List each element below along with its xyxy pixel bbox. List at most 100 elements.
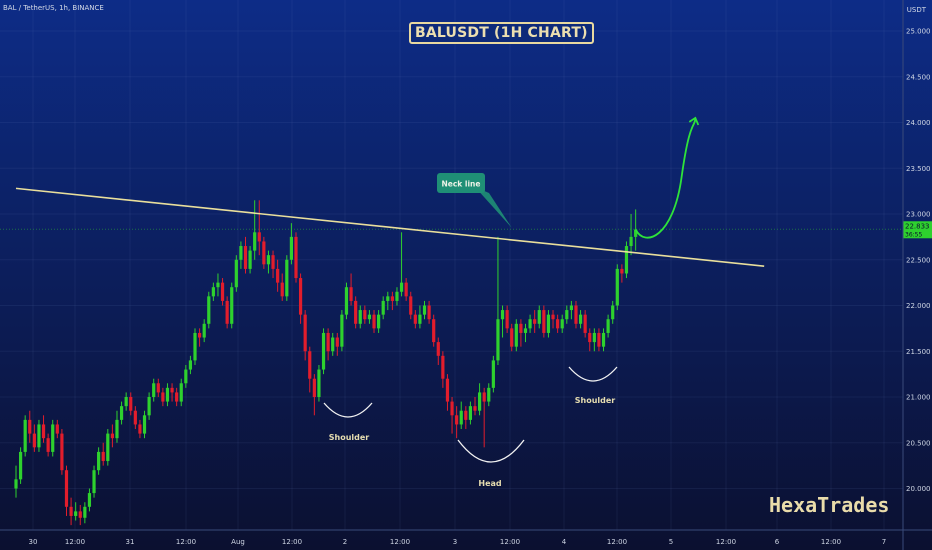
candle-body [37,424,41,448]
candle-body [487,387,491,402]
x-tick-label: 7 [882,538,886,546]
candle-body [262,241,266,265]
candle-body [14,479,18,489]
candle-body [606,319,610,333]
x-tick-label: Aug [231,538,245,546]
candle-body [455,415,459,425]
candle-body [386,296,390,301]
candle-body [165,387,170,402]
candle-body [129,397,133,411]
candle-body [335,337,339,347]
candle-body [46,438,50,452]
candle-body [505,310,509,329]
candle-body [459,410,463,425]
candle-body [514,323,518,347]
x-tick-label: 12:00 [65,538,85,546]
candle-body [542,310,546,333]
candle-body [450,401,454,416]
candle-body [399,282,404,292]
candle-body [152,383,156,397]
candle-body [344,287,349,315]
candle-body [188,360,193,370]
candle-body [615,268,619,306]
candle-body [523,328,528,333]
candle-body [326,332,330,352]
candle-body [138,424,142,434]
candle-body [266,255,271,265]
candle-body [390,296,394,301]
candle-body [289,236,293,260]
candle-body [519,323,523,333]
candle-body [97,451,101,471]
symbol-info: BAL / TetherUS, 1h, BINANCE [3,4,104,12]
candle-body [51,424,55,452]
candle-body [119,406,124,420]
candle-body [317,369,321,397]
candle-body [533,319,537,324]
candle-body [216,282,220,288]
candle-body [537,310,541,324]
candle-body [18,451,23,480]
candle-body [184,369,188,384]
candle-body [340,314,344,347]
candle-body [298,278,303,315]
pattern-label: Shoulder [329,433,370,442]
candle-body [147,397,151,416]
arrow-head [688,116,700,126]
candle-body [565,310,569,320]
x-tick-label: 4 [562,538,567,546]
candle-body [41,424,46,439]
last-price-tag [903,221,932,239]
candle-body [234,259,238,288]
candle-body [69,506,73,516]
y-tick-label: 22.000 [906,302,931,310]
callout-box [437,173,485,193]
last-price-value: 22.833 [905,222,930,230]
candle-body [32,433,36,448]
candle-body [496,319,500,361]
candle-body [115,419,119,439]
candle-body [372,314,376,329]
callout-pointer [475,187,512,228]
chart-title: BALUSDT (1H CHART) [409,22,594,44]
candle-body [243,246,248,269]
candle-body [64,470,69,507]
candle-body [28,419,32,434]
candle-body [142,415,147,434]
candle-body [220,282,225,301]
candle-body [592,332,596,343]
candle-body [60,433,64,471]
candle-body [331,337,335,352]
y-tick-label: 23.000 [906,211,931,219]
currency-label: USDT [906,6,926,14]
candle-body [634,229,638,237]
x-tick-label: 12:00 [390,538,410,546]
candle-body [491,360,495,388]
candle-body [473,406,477,411]
last-price-countdown: 36:55 [905,231,922,238]
candle-body [23,419,27,452]
candle-body [367,314,372,320]
candle-body [620,268,624,274]
candle-body [354,300,358,324]
candle-body [179,383,183,402]
candle-body [551,314,555,320]
x-tick-label: 12:00 [176,538,196,546]
candle-body [477,392,482,411]
y-tick-label: 24.500 [906,73,931,81]
pattern-arc [457,439,525,463]
candle-body [248,250,252,269]
candle-body [510,328,514,347]
candle-body [500,310,505,320]
x-tick-label: 31 [126,538,135,546]
x-tick-label: 12:00 [282,538,302,546]
candle-body [569,305,573,311]
candle-body [560,319,564,329]
candle-body [110,433,114,439]
candle-body [303,314,307,352]
candle-body [574,305,578,324]
candle-body [432,319,436,343]
